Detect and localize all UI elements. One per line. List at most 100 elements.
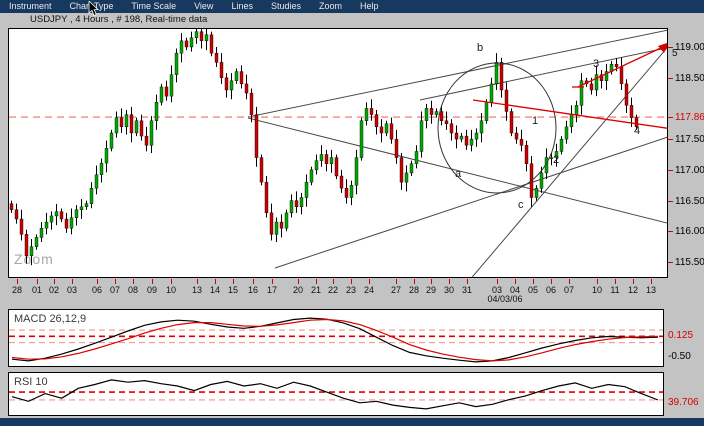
time-axis-label: 03 bbox=[66, 285, 78, 295]
wave-count-5-label: 5 bbox=[672, 48, 678, 59]
candle-up bbox=[354, 157, 359, 186]
candle-up bbox=[84, 203, 89, 207]
candle-down bbox=[509, 111, 514, 134]
price-chart-canvas[interactable]: a b c 1 2 3 4 bbox=[9, 29, 667, 277]
candle-down bbox=[244, 83, 249, 94]
candle-down bbox=[119, 117, 124, 128]
candle-up bbox=[474, 132, 479, 140]
candle-down bbox=[524, 145, 529, 164]
menu-item-time-scale[interactable]: Time Scale bbox=[131, 1, 177, 11]
candle-down bbox=[19, 218, 24, 235]
trend-line-red[interactable] bbox=[472, 99, 667, 133]
candle-up bbox=[109, 132, 114, 149]
candle-up bbox=[174, 52, 179, 75]
price-axis-tick bbox=[668, 170, 673, 171]
price-axis-tick bbox=[668, 231, 673, 232]
menu-item-instrument[interactable]: Instrument bbox=[9, 1, 52, 11]
candle-up bbox=[149, 120, 154, 146]
time-axis-label: 02 bbox=[48, 285, 60, 295]
candle-down bbox=[499, 62, 504, 91]
candle-down bbox=[439, 111, 444, 121]
candle-up bbox=[364, 108, 369, 121]
menu-item-studies[interactable]: Studies bbox=[270, 1, 301, 11]
candle-up bbox=[194, 31, 199, 38]
candle-up bbox=[559, 138, 564, 152]
candle-up bbox=[574, 105, 579, 115]
candle-up bbox=[304, 181, 309, 198]
price-axis-label: 116.50 bbox=[675, 196, 704, 207]
candle-up bbox=[424, 108, 429, 121]
time-axis-tick bbox=[215, 279, 216, 284]
macd-panel[interactable]: MACD 26,12,9 bbox=[8, 309, 664, 367]
candle-up bbox=[124, 114, 129, 128]
price-chart-panel[interactable]: Zoom a b c 1 2 3 4 bbox=[8, 28, 668, 278]
rsi-line bbox=[11, 379, 659, 410]
trend-line-gray[interactable] bbox=[247, 29, 667, 118]
candle-down bbox=[324, 154, 329, 164]
trend-line-red[interactable] bbox=[577, 44, 667, 88]
candle-up bbox=[329, 157, 334, 164]
candle-up bbox=[604, 71, 609, 81]
rsi-canvas[interactable] bbox=[9, 373, 663, 415]
time-axis-label: 13 bbox=[645, 285, 657, 295]
wave-label-2: 2 bbox=[553, 154, 559, 166]
time-axis-label: 11 bbox=[610, 285, 620, 295]
candle-down bbox=[254, 114, 259, 158]
candle-down bbox=[394, 138, 399, 158]
time-axis-label: 22 bbox=[327, 285, 339, 295]
bottom-window-strip bbox=[0, 418, 704, 426]
candle-up bbox=[494, 62, 499, 85]
time-axis-tick bbox=[298, 279, 299, 284]
date-axis-label: 04/03/06 bbox=[487, 294, 523, 304]
time-axis-label: 06 bbox=[91, 285, 103, 295]
candle-up bbox=[179, 40, 184, 54]
candle-down bbox=[339, 175, 344, 189]
candle-up bbox=[154, 102, 159, 121]
trend-line-gray[interactable] bbox=[247, 117, 667, 230]
menu-item-lines[interactable]: Lines bbox=[231, 1, 253, 11]
candle-up bbox=[289, 200, 294, 214]
trend-line-gray[interactable] bbox=[468, 42, 667, 277]
time-axis-tick bbox=[414, 279, 415, 284]
time-axis-tick bbox=[17, 279, 18, 284]
time-axis-tick bbox=[515, 279, 516, 284]
time-axis-label: 15 bbox=[227, 285, 239, 295]
time-axis-tick bbox=[467, 279, 468, 284]
macd-canvas[interactable] bbox=[9, 310, 663, 366]
time-axis-tick bbox=[431, 279, 432, 284]
candle-down bbox=[514, 132, 519, 140]
price-axis-label: 119.00 bbox=[675, 42, 704, 53]
candle-down bbox=[624, 83, 629, 106]
candle-down bbox=[184, 40, 189, 48]
candle-down bbox=[619, 66, 624, 85]
red-arrow-head-icon bbox=[658, 43, 667, 53]
time-axis-label: 17 bbox=[266, 285, 278, 295]
signal-line bbox=[11, 318, 659, 362]
candle-up bbox=[204, 34, 209, 42]
menu-item-view[interactable]: View bbox=[194, 1, 214, 11]
time-axis-label: 28 bbox=[11, 285, 23, 295]
time-axis-label: 08 bbox=[127, 285, 139, 295]
time-axis-label: 10 bbox=[591, 285, 603, 295]
macd-title: MACD 26,12,9 bbox=[14, 313, 87, 325]
candle-down bbox=[369, 108, 374, 115]
time-axis-label: 27 bbox=[390, 285, 402, 295]
time-axis-label: 01 bbox=[31, 285, 43, 295]
circle-annotation[interactable] bbox=[437, 62, 557, 194]
price-axis-label: 115.50 bbox=[675, 257, 704, 268]
trend-line-gray[interactable] bbox=[274, 125, 667, 269]
candle-down bbox=[219, 62, 224, 78]
candle-down bbox=[504, 89, 509, 112]
candle-up bbox=[299, 197, 304, 207]
candle-down bbox=[264, 181, 269, 214]
candle-up bbox=[349, 185, 354, 198]
time-axis-label: 05 bbox=[527, 285, 539, 295]
time-axis-tick bbox=[253, 279, 254, 284]
candle-down bbox=[59, 211, 64, 220]
menu-item-zoom[interactable]: Zoom bbox=[318, 1, 342, 11]
menu-item-help[interactable]: Help bbox=[360, 1, 379, 11]
candle-up bbox=[114, 117, 119, 134]
time-axis-label: 31 bbox=[461, 285, 473, 295]
time-axis-label: 28 bbox=[408, 285, 420, 295]
rsi-panel[interactable]: RSI 10 bbox=[8, 372, 664, 416]
